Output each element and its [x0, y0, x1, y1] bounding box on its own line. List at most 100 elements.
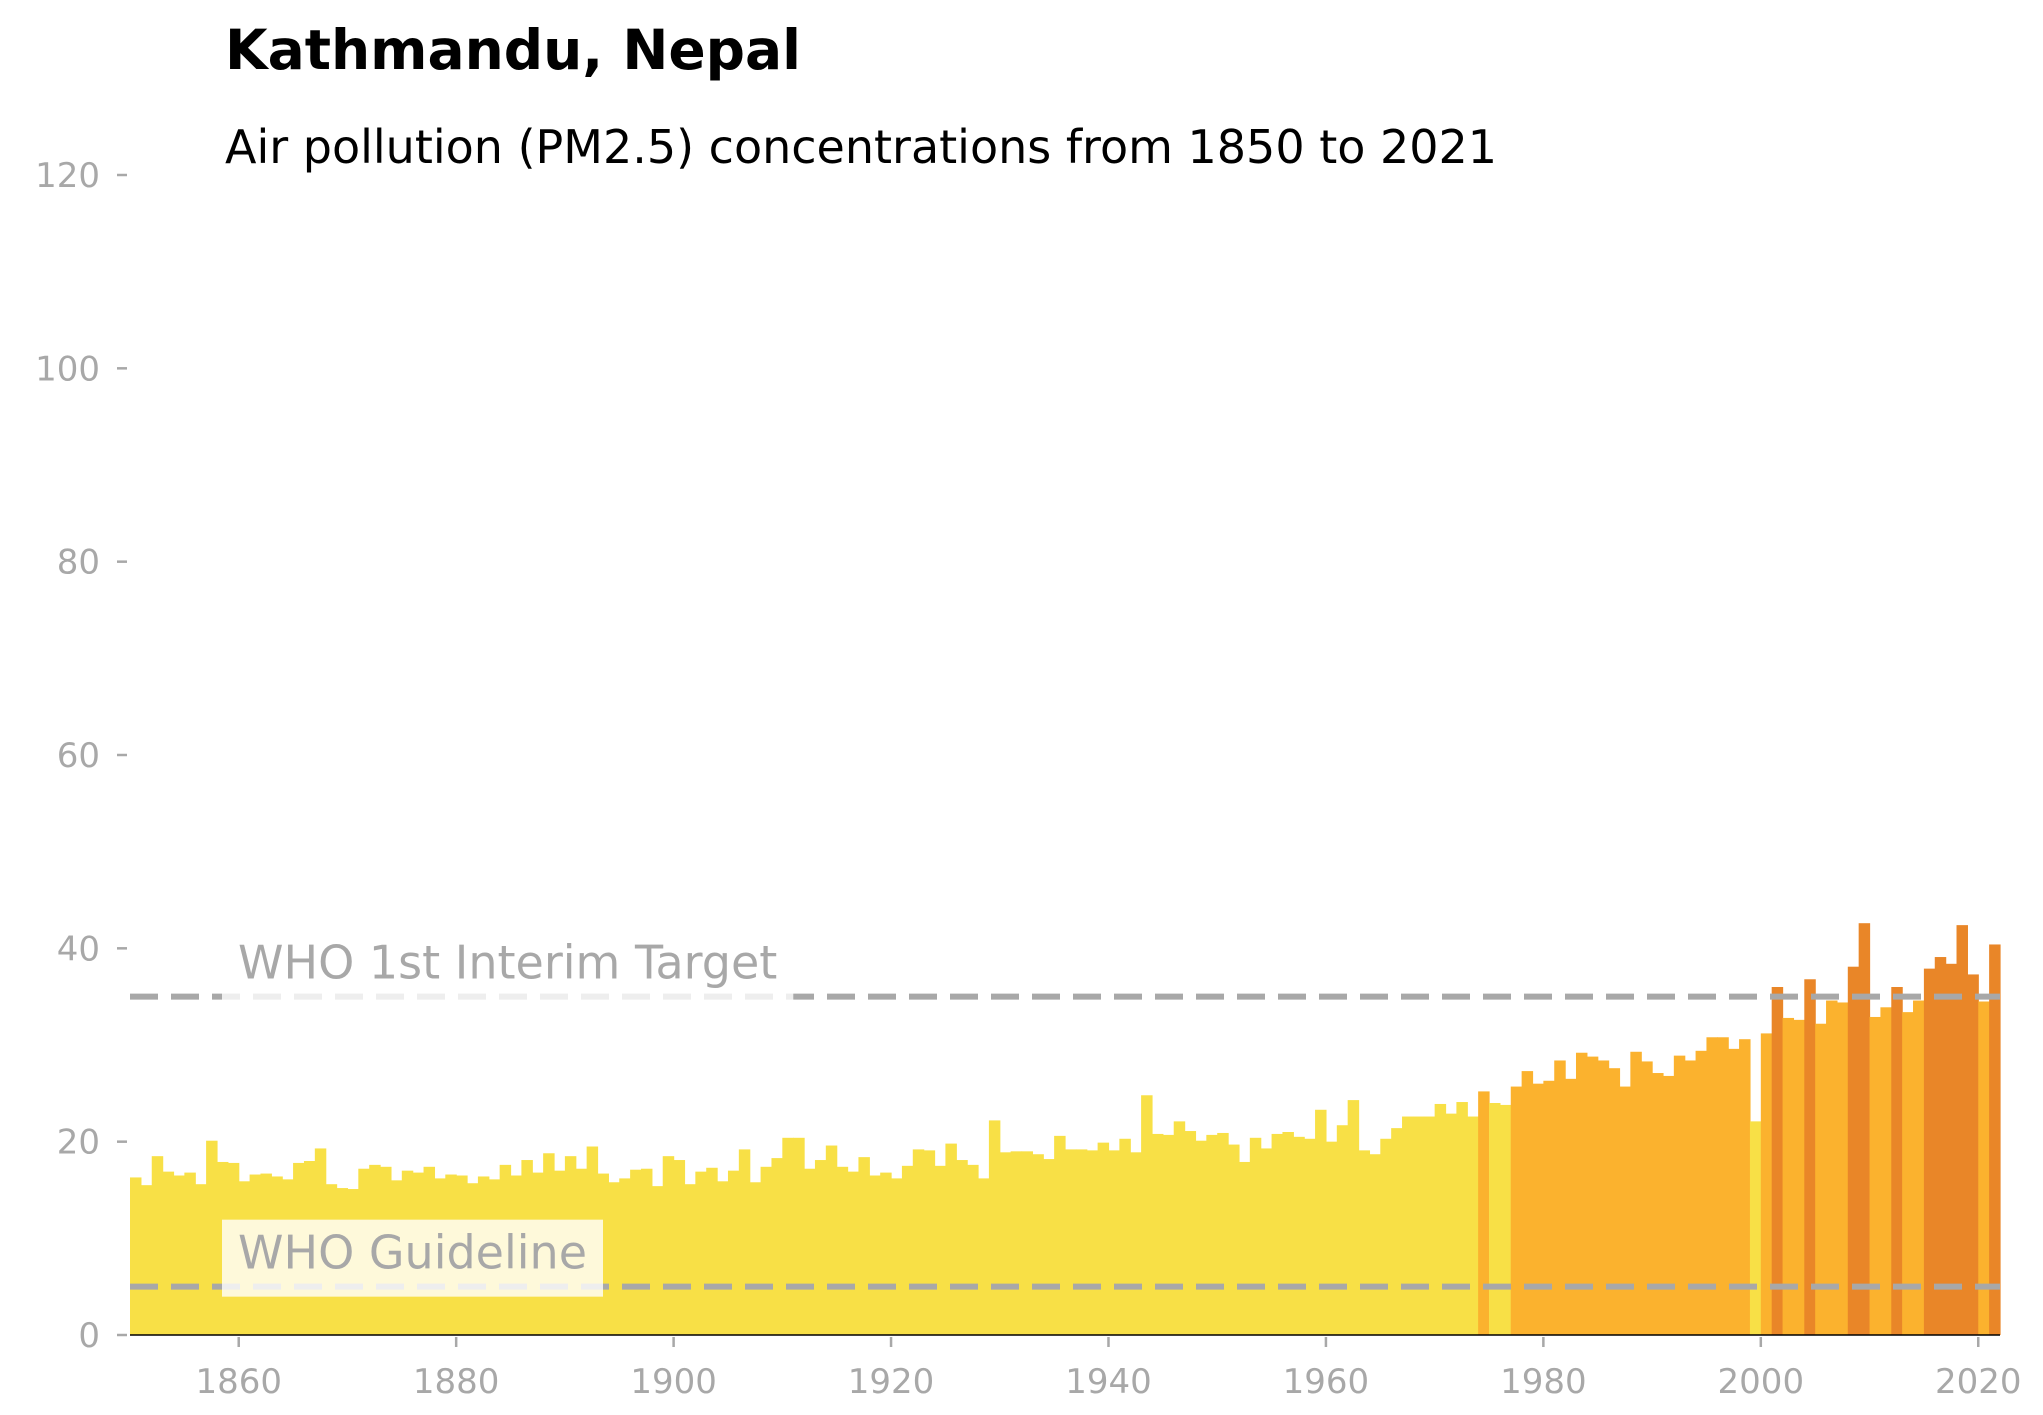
- x-tick-label-1900: 1900: [630, 1362, 717, 1402]
- bar-2017: [1945, 963, 1958, 1335]
- bar-1925: [945, 1143, 957, 1335]
- bar-1905: [727, 1170, 740, 1335]
- bar-1932: [1021, 1151, 1033, 1335]
- bar-1856: [195, 1184, 207, 1335]
- bar-1970: [1434, 1103, 1447, 1335]
- bar-1957: [1293, 1136, 1305, 1335]
- bar-2011: [1880, 1007, 1892, 1335]
- bar-1992: [1673, 1055, 1686, 1335]
- bar-1904: [717, 1181, 729, 1335]
- bar-1980: [1543, 1080, 1555, 1335]
- x-tick-label-2020: 2020: [1935, 1362, 2022, 1402]
- bar-1923: [923, 1150, 936, 1335]
- bar-2004: [1804, 979, 1816, 1335]
- bar-1965: [1380, 1138, 1392, 1335]
- bar-1920: [891, 1178, 903, 1335]
- bar-1912: [804, 1168, 816, 1335]
- bar-1921: [901, 1165, 914, 1335]
- bar-1911: [793, 1137, 805, 1335]
- bar-2021: [1989, 944, 2001, 1335]
- bar-1974: [1478, 1091, 1490, 1335]
- chart-subtitle: Air pollution (PM2.5) concentrations fro…: [225, 120, 1498, 174]
- bar-1978: [1521, 1071, 1534, 1335]
- axes-group: 0 20 40 60 80 100 120 1860 1880 1900 1920 1940 1960 1…: [35, 156, 2021, 1402]
- bar-1998: [1739, 1039, 1751, 1335]
- bar-1981: [1554, 1060, 1566, 1335]
- bar-1991: [1662, 1075, 1675, 1335]
- bar-1941: [1119, 1138, 1131, 1335]
- bar-1994: [1695, 1050, 1708, 1335]
- bar-1986: [1608, 1068, 1621, 1335]
- bar-1997: [1728, 1048, 1740, 1335]
- bar-1895: [619, 1178, 631, 1335]
- bar-1983: [1575, 1052, 1588, 1335]
- bar-1944: [1151, 1133, 1164, 1335]
- bar-1930: [999, 1152, 1012, 1335]
- bar-1976: [1499, 1104, 1512, 1335]
- bar-1977: [1510, 1086, 1523, 1335]
- bar-2007: [1836, 1002, 1849, 1335]
- bar-1942: [1130, 1152, 1142, 1335]
- bar-2001: [1771, 987, 1784, 1335]
- bar-1988: [1630, 1051, 1642, 1335]
- bar-1927: [967, 1164, 979, 1335]
- y-tick-label-20: 20: [57, 1123, 100, 1163]
- bar-1928: [978, 1178, 990, 1335]
- bar-2013: [1902, 1012, 1914, 1335]
- bar-1939: [1097, 1142, 1110, 1335]
- bar-1946: [1173, 1121, 1186, 1335]
- bar-1996: [1717, 1037, 1729, 1335]
- bar-2006: [1826, 1000, 1838, 1335]
- bar-1966: [1391, 1128, 1403, 1335]
- bar-1914: [825, 1145, 838, 1335]
- bar-1907: [749, 1182, 762, 1335]
- bar-1937: [1075, 1149, 1088, 1335]
- bar-1929: [988, 1120, 1001, 1335]
- bar-1908: [760, 1166, 773, 1335]
- bar-1949: [1206, 1134, 1218, 1335]
- bar-1855: [184, 1172, 196, 1335]
- bar-1854: [173, 1175, 185, 1335]
- bar-1989: [1641, 1061, 1653, 1335]
- bar-1947: [1184, 1131, 1197, 1335]
- x-tick-label-1980: 1980: [1500, 1362, 1587, 1402]
- bar-2009: [1858, 923, 1871, 1335]
- y-tick-label-60: 60: [57, 736, 100, 776]
- bar-1972: [1456, 1102, 1468, 1335]
- bar-1987: [1619, 1086, 1631, 1335]
- bar-1962: [1347, 1100, 1360, 1335]
- bar-1951: [1228, 1144, 1240, 1335]
- x-tick-label-1920: 1920: [848, 1362, 935, 1402]
- bar-1935: [1054, 1135, 1066, 1335]
- x-tick-label-1880: 1880: [413, 1362, 500, 1402]
- bar-1918: [869, 1175, 881, 1335]
- bar-1902: [695, 1171, 707, 1335]
- bar-1901: [684, 1184, 696, 1335]
- x-tick-label-1860: 1860: [195, 1362, 282, 1402]
- bar-1924: [934, 1165, 947, 1335]
- bar-2003: [1793, 1019, 1805, 1335]
- bar-1903: [706, 1167, 718, 1335]
- bar-1906: [738, 1149, 751, 1335]
- bar-1950: [1217, 1132, 1229, 1335]
- y-tick-label-40: 40: [57, 929, 100, 969]
- bar-1993: [1684, 1060, 1697, 1335]
- bar-1931: [1010, 1151, 1023, 1335]
- bar-2020: [1978, 1001, 1990, 1335]
- bar-1897: [640, 1168, 653, 1335]
- chart-title: Kathmandu, Nepal: [225, 18, 801, 82]
- bar-1922: [912, 1149, 925, 1335]
- bar-1940: [1108, 1150, 1120, 1335]
- bar-1968: [1412, 1116, 1425, 1335]
- bar-1893: [597, 1173, 609, 1335]
- bar-2018: [1956, 925, 1968, 1335]
- bar-2019: [1967, 974, 1979, 1335]
- bar-1953: [1249, 1137, 1262, 1335]
- y-tick-label-120: 120: [35, 156, 100, 196]
- bar-2014: [1913, 1000, 1925, 1335]
- bar-1896: [630, 1169, 642, 1335]
- bar-1952: [1238, 1161, 1251, 1335]
- bar-1959: [1315, 1109, 1327, 1335]
- bar-1967: [1402, 1116, 1414, 1335]
- bar-2015: [1923, 968, 1936, 1335]
